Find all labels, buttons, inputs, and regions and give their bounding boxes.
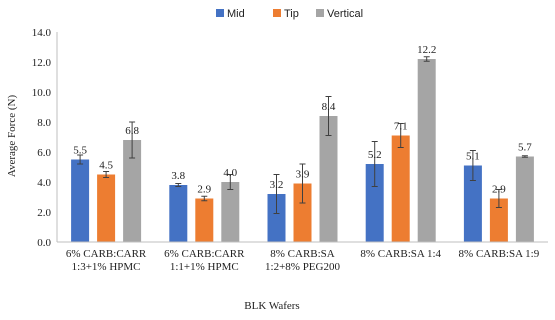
legend-swatch-vertical bbox=[316, 9, 324, 17]
data-label: 3.9 bbox=[296, 169, 310, 181]
data-label: 7.1 bbox=[394, 121, 408, 133]
bar-tip bbox=[391, 135, 410, 242]
legend-label-tip: Tip bbox=[284, 8, 299, 20]
x-tick-label: 1:2+8% PEG200 bbox=[265, 261, 340, 273]
data-label: 2.9 bbox=[197, 184, 211, 196]
x-tick-label: 8% CARB:SA bbox=[270, 248, 335, 260]
y-tick-label: 0.0 bbox=[37, 237, 51, 249]
y-axis: 0.0 2.0 4.0 6.0 8.0 10.0 12.0 14.0 bbox=[32, 27, 58, 249]
y-tick-label: 6.0 bbox=[37, 147, 51, 159]
data-label: 3.8 bbox=[171, 170, 185, 182]
y-tick-label: 2.0 bbox=[37, 207, 51, 219]
data-label: 4.5 bbox=[99, 160, 113, 172]
data-label: 3.2 bbox=[270, 179, 284, 191]
y-tick-label: 10.0 bbox=[32, 87, 52, 99]
x-axis-title: BLK Wafers bbox=[244, 300, 299, 312]
y-axis-title: Average Force (N) bbox=[6, 95, 18, 178]
bar-tip bbox=[195, 198, 214, 242]
data-label: 8.4 bbox=[322, 101, 336, 113]
bar-mid bbox=[169, 185, 188, 242]
bar-vertical bbox=[417, 59, 436, 242]
legend-label-vertical: Vertical bbox=[327, 8, 363, 20]
bar-vertical bbox=[515, 156, 534, 242]
legend-swatch-tip bbox=[273, 9, 281, 17]
bar-mid bbox=[267, 194, 286, 242]
x-tick-label: 8% CARB:SA 1:4 bbox=[360, 248, 441, 260]
x-tick-label: 1:1+1% HPMC bbox=[170, 261, 239, 273]
y-tick-label: 8.0 bbox=[37, 117, 51, 129]
bar-tip bbox=[489, 198, 508, 242]
bar-vertical bbox=[123, 140, 142, 242]
x-tick-label: 8% CARB:SA 1:9 bbox=[459, 248, 540, 260]
legend: Mid Tip Vertical bbox=[216, 8, 363, 20]
data-label: 2.9 bbox=[492, 184, 506, 196]
legend-swatch-mid bbox=[216, 9, 224, 17]
y-tick-label: 4.0 bbox=[37, 177, 51, 189]
bar-mid bbox=[71, 159, 90, 242]
plot-area: 5.5 4.5 6.8 3.8 2.9 4.0 3.2 3.9 8.4 5.2 7.1 12.2 5.1… bbox=[71, 44, 534, 242]
data-label: 5.5 bbox=[73, 145, 87, 157]
bar-mid bbox=[463, 165, 482, 242]
x-tick-label: 6% CARB:CARR bbox=[164, 248, 245, 260]
bar-vertical bbox=[221, 182, 240, 242]
data-label: 5.2 bbox=[368, 149, 382, 161]
data-label: 4.0 bbox=[223, 167, 237, 179]
y-tick-label: 14.0 bbox=[32, 27, 52, 39]
bar-tip bbox=[97, 174, 116, 242]
legend-label-mid: Mid bbox=[227, 8, 245, 20]
data-label: 6.8 bbox=[125, 125, 139, 137]
y-tick-label: 12.0 bbox=[32, 57, 52, 69]
bar-tip bbox=[293, 183, 312, 242]
data-label: 12.2 bbox=[417, 44, 436, 56]
x-tick-label: 1:3+1% HPMC bbox=[72, 261, 141, 273]
x-tick-label: 6% CARB:CARR bbox=[66, 248, 147, 260]
data-label: 5.1 bbox=[466, 151, 480, 163]
bar-vertical bbox=[319, 116, 338, 242]
data-label: 5.7 bbox=[518, 142, 532, 154]
bar-mid bbox=[365, 164, 384, 242]
